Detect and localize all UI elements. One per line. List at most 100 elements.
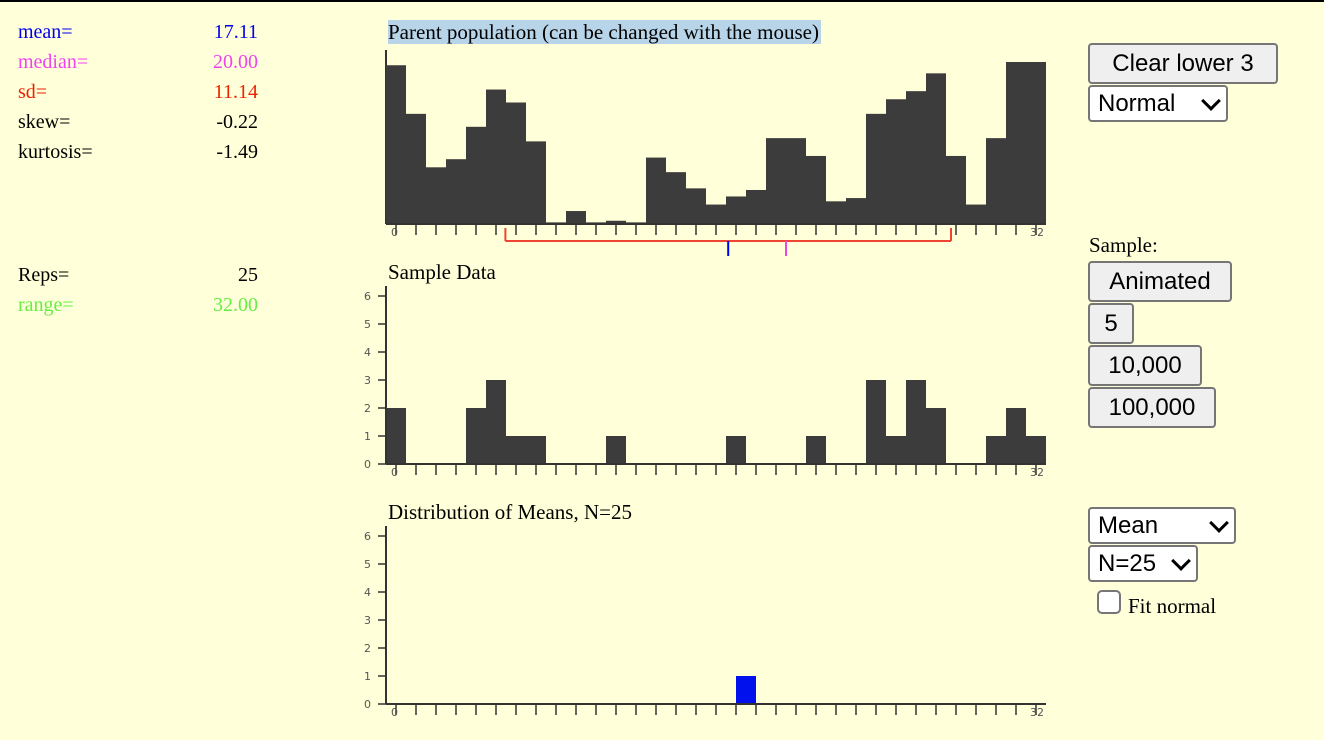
sample-bar — [486, 380, 506, 464]
population-bar — [846, 198, 866, 224]
fit-normal-label: Fit normal — [1128, 594, 1217, 618]
kurtosis-value: -1.49 — [216, 141, 258, 163]
population-bar — [806, 155, 826, 224]
parent-population-title: Parent population (can be changed with t… — [388, 18, 821, 46]
chevron-down-icon — [1209, 512, 1229, 533]
mean-value: 17.11 — [213, 21, 258, 43]
population-bar — [466, 126, 486, 224]
y-tick-label: 3 — [364, 374, 371, 387]
y-tick-label: 5 — [364, 318, 371, 331]
mean-bar — [736, 676, 756, 704]
population-bar — [646, 157, 666, 224]
top-border — [0, 0, 1324, 2]
y-tick-label: 5 — [364, 558, 371, 571]
statistic-value: Mean — [1098, 511, 1159, 539]
population-bar — [386, 65, 406, 225]
population-bar — [506, 102, 526, 224]
x-tick-label: 0 — [391, 706, 398, 719]
population-bar — [966, 204, 986, 224]
population-bar — [686, 188, 706, 224]
population-bar — [906, 91, 926, 224]
sd-label: sd= — [18, 81, 48, 103]
population-bar — [426, 167, 446, 224]
population-bar — [666, 172, 686, 224]
y-tick-label: 3 — [364, 614, 371, 627]
population-bar — [1026, 62, 1046, 224]
population-bar — [826, 201, 846, 224]
skew-label: skew= — [18, 111, 71, 133]
sample-bar — [886, 436, 906, 464]
y-tick-label: 2 — [364, 402, 371, 415]
clear-lower-3-button[interactable]: Clear lower 3 — [1088, 43, 1278, 84]
population-bar — [926, 73, 946, 224]
population-bar — [986, 138, 1006, 224]
x-tick-label: 32 — [1030, 226, 1044, 239]
sample-label: Sample: — [1089, 233, 1158, 257]
sample-100000-button[interactable]: 100,000 — [1088, 387, 1216, 428]
population-bar — [766, 138, 786, 224]
population-shape-value: Normal — [1098, 89, 1176, 117]
population-bar — [606, 220, 626, 224]
kurtosis-label: kurtosis= — [18, 141, 93, 163]
reps-value: 25 — [238, 264, 258, 286]
parent-population-chart[interactable]: 0 32 — [385, 50, 1046, 256]
population-bar — [866, 113, 886, 224]
sample-bar — [986, 436, 1006, 464]
population-bar — [946, 155, 966, 224]
sample-5-button[interactable]: 5 — [1088, 303, 1134, 344]
range-value: 32.00 — [213, 294, 258, 316]
sample-bar — [806, 436, 826, 464]
x-tick-label: 32 — [1030, 466, 1044, 479]
population-bar — [746, 189, 766, 224]
sample-bar — [506, 436, 526, 464]
sample-data-chart: 0 1 2 3 4 5 6 0 32 — [364, 286, 1046, 479]
sample-bar — [926, 408, 946, 464]
sample-size-select[interactable]: N=25 — [1088, 545, 1198, 582]
fit-normal-checkbox[interactable] — [1097, 590, 1121, 614]
y-tick-label: 1 — [364, 430, 371, 443]
x-tick-label: 0 — [391, 466, 398, 479]
chevron-down-icon — [1201, 90, 1221, 111]
y-tick-label: 4 — [364, 586, 371, 599]
range-label: range= — [18, 294, 74, 316]
population-bar — [706, 204, 726, 224]
y-tick-label: 1 — [364, 670, 371, 683]
population-bar — [406, 113, 426, 224]
median-value: 20.00 — [213, 51, 258, 73]
chevron-down-icon — [1171, 550, 1191, 571]
statistic-select[interactable]: Mean — [1088, 507, 1236, 544]
population-bar — [726, 196, 746, 224]
population-shape-select[interactable]: Normal — [1088, 85, 1228, 122]
animated-sample-button[interactable]: Animated — [1088, 261, 1232, 302]
skew-value: -0.22 — [216, 111, 258, 133]
y-tick-label: 0 — [364, 698, 371, 711]
population-bar — [566, 211, 586, 224]
median-label: median= — [18, 51, 89, 73]
sample-bar — [906, 380, 926, 464]
population-bar — [446, 159, 466, 224]
sample-bar — [386, 408, 406, 464]
x-tick-label: 32 — [1030, 706, 1044, 719]
means-distribution-title: Distribution of Means, N=25 — [388, 500, 632, 524]
population-bar — [886, 99, 906, 224]
sample-bar — [1006, 408, 1026, 464]
sample-10000-button[interactable]: 10,000 — [1088, 345, 1202, 386]
sample-bar — [1026, 436, 1046, 464]
population-bar — [786, 138, 806, 224]
sample-data-title: Sample Data — [388, 260, 496, 284]
sd-value: 11.14 — [213, 81, 258, 103]
y-tick-label: 6 — [364, 530, 371, 543]
population-bar — [486, 89, 506, 224]
y-tick-label: 4 — [364, 346, 371, 359]
sample-size-value: N=25 — [1098, 549, 1157, 577]
sample-bar — [526, 436, 546, 464]
x-tick-label: 0 — [391, 226, 398, 239]
population-bar — [1006, 62, 1026, 224]
parent-title-text: Parent population (can be changed with t… — [388, 20, 821, 44]
means-distribution-chart: 0 1 2 3 4 5 6 0 32 — [364, 526, 1046, 719]
sample-bar — [606, 436, 626, 464]
reps-label: Reps= — [18, 264, 70, 286]
sample-bar — [866, 380, 886, 464]
y-tick-label: 6 — [364, 290, 371, 303]
